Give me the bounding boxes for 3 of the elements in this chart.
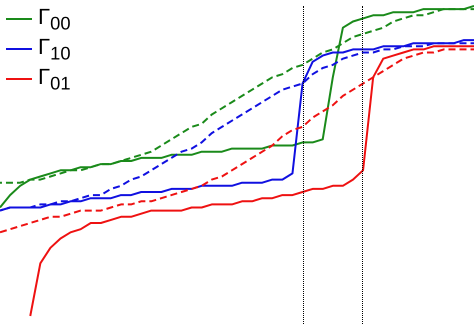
legend-label: Γ$_{00}$ (38, 4, 71, 34)
legend-label: Γ$_{01}$ (38, 64, 71, 94)
legend-label: Γ$_{10}$ (38, 34, 71, 64)
